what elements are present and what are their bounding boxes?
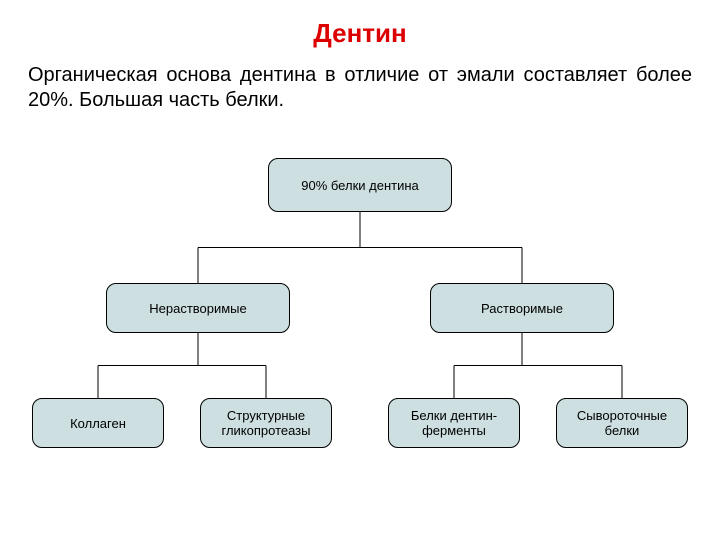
node-coll-label: Коллаген [70,416,126,431]
node-sol: Растворимые [430,283,614,333]
node-serum-label: Сывороточные белки [561,408,683,438]
node-glyco: Структурные гликопротеазы [200,398,332,448]
node-root-label: 90% белки дентина [301,178,419,193]
node-sol-label: Растворимые [481,301,563,316]
page-subtitle: Органическая основа дентина в отличие от… [0,63,720,123]
node-insol: Нерастворимые [106,283,290,333]
node-enz: Белки дентин-ферменты [388,398,520,448]
tree-diagram: 90% белки дентина Нерастворимые Раствори… [0,123,720,503]
node-insol-label: Нерастворимые [149,301,247,316]
node-coll: Коллаген [32,398,164,448]
page-title: Дентин [0,0,720,63]
node-serum: Сывороточные белки [556,398,688,448]
node-enz-label: Белки дентин-ферменты [393,408,515,438]
node-glyco-label: Структурные гликопротеазы [205,408,327,438]
node-root: 90% белки дентина [268,158,452,212]
